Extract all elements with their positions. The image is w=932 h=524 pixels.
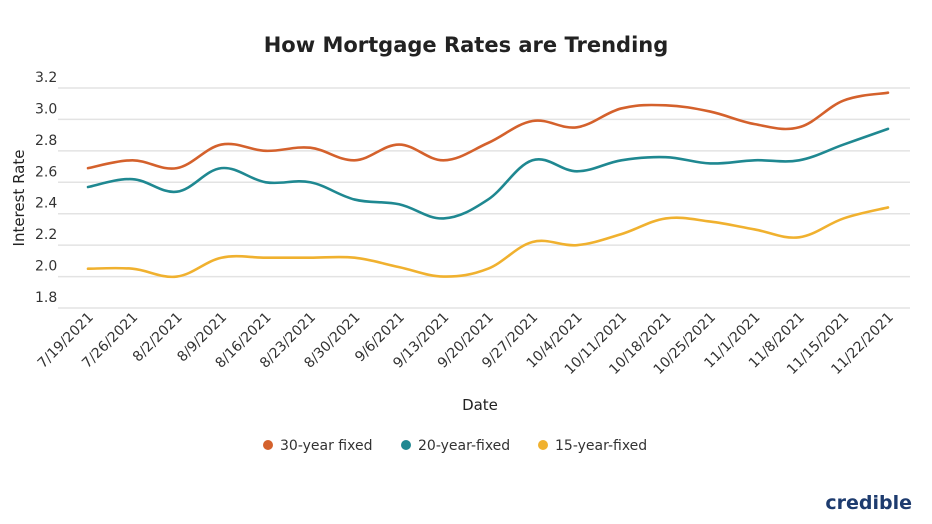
legend-label: 15-year-fixed — [555, 438, 647, 454]
legend-label: 20-year-fixed — [418, 438, 510, 454]
legend-marker — [538, 440, 548, 450]
y-tick-label: 3.0 — [35, 101, 57, 117]
y-tick-label: 2.4 — [35, 196, 57, 212]
y-axis-label: Interest Rate — [10, 150, 28, 247]
x-axis-label: Date — [462, 396, 498, 414]
y-tick-label: 2.2 — [35, 227, 57, 243]
legend-label: 30-year fixed — [280, 438, 372, 454]
series-line-30-year-fixed — [86, 91, 890, 170]
legend: 30-year fixed 20-year-fixed 15-year-fixed — [263, 438, 647, 454]
y-tick-label: 3.2 — [35, 70, 57, 86]
legend-marker — [401, 440, 411, 450]
legend-marker — [263, 440, 273, 450]
y-tick-label: 2.0 — [35, 259, 57, 275]
y-tick-label: 2.8 — [35, 133, 57, 149]
y-tick-label: 1.8 — [35, 290, 57, 306]
credible-logo: credible — [825, 492, 912, 514]
series-line-15-year-fixed — [86, 206, 890, 279]
y-tick-label: 2.6 — [35, 164, 57, 180]
chart-title: How Mortgage Rates are Trending — [264, 33, 669, 57]
